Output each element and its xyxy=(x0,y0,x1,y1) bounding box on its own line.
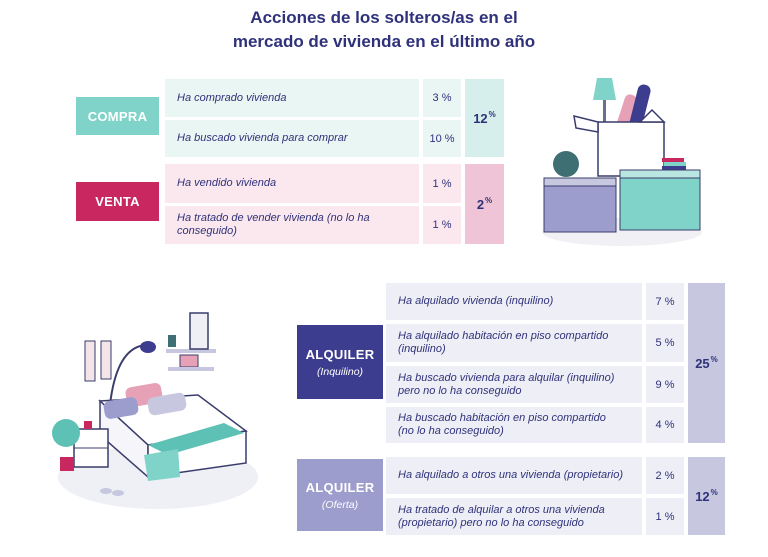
pillow-lavender xyxy=(103,397,139,419)
compra-row-2-text: Ha buscado vivienda para comprar xyxy=(165,120,419,157)
venta-row-2-text: Ha tratado de vender vivienda (no lo ha … xyxy=(165,206,385,244)
wall-frame-2 xyxy=(100,340,112,380)
alquiler-inquilino-row-2-text: Ha alquilado habitación en piso comparti… xyxy=(386,324,642,362)
venta-label: VENTA xyxy=(76,182,159,221)
title-line-2: mercado de vivienda en el último año xyxy=(232,32,536,51)
open-box-flap-right xyxy=(638,108,666,123)
shelf-frame xyxy=(189,312,209,350)
alquiler-oferta-sub: (Oferta) xyxy=(321,498,359,511)
book-1 xyxy=(662,158,684,162)
alquiler-inquilino-row-1-pct: 7 % xyxy=(646,283,684,320)
alquiler-inquilino-row-4-pct: 4 % xyxy=(646,407,684,443)
alquiler-oferta-row-2-text: Ha tratado de alquilar a otros una vivie… xyxy=(386,498,642,535)
compra-row-2-pct: 10 % xyxy=(423,120,461,157)
lamp-pole-icon xyxy=(603,100,606,122)
alquiler-oferta-total-value: 12 xyxy=(695,488,710,504)
book-2 xyxy=(664,162,686,166)
title-line-1: Acciones de los solteros/as en el xyxy=(250,8,518,27)
venta-total-unit: % xyxy=(485,195,493,205)
alquiler-oferta-total: 12% xyxy=(688,457,725,535)
venta-row-2-pct: 1 % xyxy=(423,206,461,244)
wall-frame-1 xyxy=(84,340,96,382)
blanket-teal-fold xyxy=(144,449,180,481)
venta-row-1-text: Ha vendido vivienda xyxy=(165,164,419,203)
alquiler-oferta-label: ALQUILER (Oferta) xyxy=(297,459,383,531)
bedroom-illustration xyxy=(52,312,258,509)
venta-row-2-filler xyxy=(385,206,419,244)
alquiler-oferta-row-1-text: Ha alquilado a otros una vivienda (propi… xyxy=(386,457,642,494)
moving-boxes-illustration xyxy=(542,78,702,246)
slipper-1 xyxy=(100,488,112,494)
alquiler-inquilino-total: 25% xyxy=(688,283,725,443)
teal-box xyxy=(619,175,701,231)
page-title: Acciones de los solteros/as en el mercad… xyxy=(0,6,768,54)
nightstand-cup xyxy=(84,421,92,429)
alquiler-inquilino-total-unit: % xyxy=(710,354,718,364)
alquiler-oferta-total-unit: % xyxy=(710,487,718,497)
shelf-lower xyxy=(168,367,214,371)
pillow-striped xyxy=(147,392,187,416)
alquiler-inquilino-total-value: 25 xyxy=(695,355,710,371)
compra-total-value: 12 xyxy=(473,110,488,126)
compra-label-text: COMPRA xyxy=(87,108,148,124)
alquiler-inquilino-row-2-pct: 5 % xyxy=(646,324,684,362)
lavender-box xyxy=(543,183,617,233)
alquiler-oferta-row-1-pct: 2 % xyxy=(646,457,684,494)
alquiler-inquilino-label: ALQUILER (Inquilino) xyxy=(297,325,383,399)
compra-total: 12% xyxy=(465,79,504,157)
blanket-teal xyxy=(148,423,244,455)
lavender-box-top xyxy=(543,177,617,187)
venta-total-value: 2 xyxy=(476,196,485,212)
plant-pot xyxy=(60,457,74,471)
teal-box-top xyxy=(619,169,701,179)
alquiler-oferta-label-text: ALQUILER xyxy=(305,479,375,495)
alquiler-inquilino-row-4-text: Ha buscado habitación en piso compartido… xyxy=(386,407,642,443)
slipper-2 xyxy=(112,490,124,496)
shelf xyxy=(166,349,216,353)
alquiler-inquilino-row-3-text: Ha buscado vivienda para alquilar (inqui… xyxy=(386,366,642,403)
open-box-flap-left xyxy=(573,114,599,133)
lamp-shade-icon xyxy=(593,78,616,100)
alquiler-inquilino-sub: (Inquilino) xyxy=(316,365,364,378)
compra-total-unit: % xyxy=(488,109,496,119)
compra-row-1-text: Ha comprado vivienda xyxy=(165,79,419,117)
shelf-photo xyxy=(179,354,199,368)
alquiler-inquilino-row-3-pct: 9 % xyxy=(646,366,684,403)
shelf-plant-icon xyxy=(168,335,176,347)
venta-row-1-pct: 1 % xyxy=(423,164,461,203)
compra-label: COMPRA xyxy=(76,97,159,135)
book-3 xyxy=(662,166,686,170)
floor-lamp-shade xyxy=(140,341,156,353)
alquiler-inquilino-row-1-text: Ha alquilado vivienda (inquilino) xyxy=(386,283,642,320)
alquiler-inquilino-label-text: ALQUILER xyxy=(305,346,375,362)
compra-row-1-pct: 3 % xyxy=(423,79,461,117)
alquiler-oferta-row-2-pct: 1 % xyxy=(646,498,684,535)
venta-total: 2% xyxy=(465,164,504,244)
venta-label-text: VENTA xyxy=(95,194,140,209)
globe-icon xyxy=(553,151,579,177)
open-box xyxy=(597,121,665,177)
plant-leaves-icon xyxy=(52,419,80,447)
